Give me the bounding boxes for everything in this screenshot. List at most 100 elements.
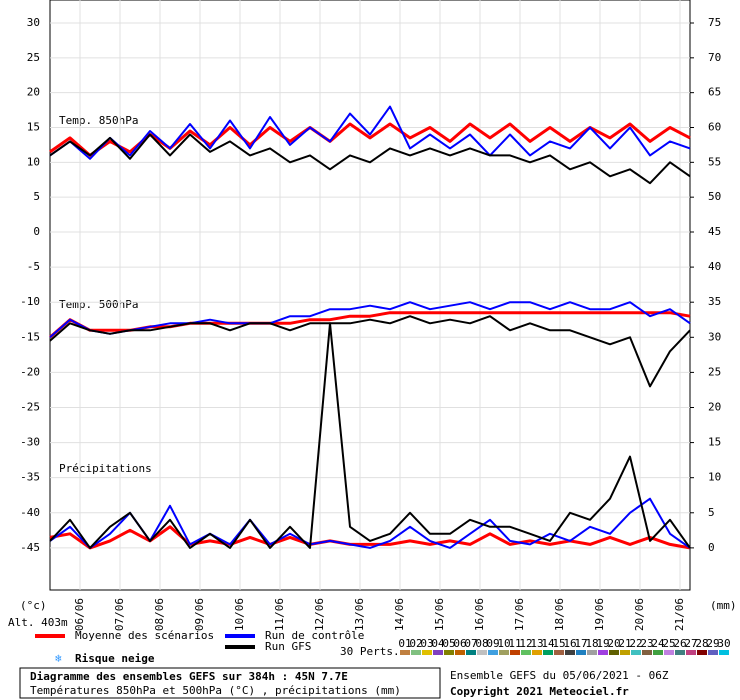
perturbation-id: 02: [409, 637, 422, 650]
plot-frame: [49, 0, 691, 591]
x-tick-label: 14/06: [393, 598, 406, 631]
perturbation-id: 20: [607, 637, 620, 650]
perturbation-swatch: [422, 650, 432, 655]
perturbation-id: 12: [519, 637, 532, 650]
perturbation-swatch: [466, 650, 476, 655]
series-line: [49, 525, 691, 550]
y2-tick-label: 55: [708, 155, 721, 168]
perturbation-swatch: [565, 650, 575, 655]
x-tick-label: 06/06: [73, 598, 86, 631]
y2-tick-label: 0: [708, 541, 715, 554]
perturbation-swatch: [609, 650, 619, 655]
series-line: [49, 301, 691, 339]
y2-tick-label: 75: [708, 16, 721, 29]
perturbation-id: 16: [563, 637, 576, 650]
y2-tick-label: 40: [708, 260, 721, 273]
perturbation-id: 28: [695, 637, 708, 650]
footer-run: Ensemble GEFS du 05/06/2021 - 06Z: [450, 669, 669, 682]
x-tick-label: 11/06: [273, 598, 286, 631]
perturbation-id: 18: [585, 637, 598, 650]
y-tick-label: -20: [20, 365, 40, 378]
perturbation-swatch: [455, 650, 465, 655]
x-tick-label: 18/06: [553, 598, 566, 631]
y2-tick-label: 50: [708, 190, 721, 203]
perturbation-swatch: [400, 650, 410, 655]
perturbation-swatch: [444, 650, 454, 655]
y-tick-label: -40: [20, 506, 40, 519]
perturbation-id: 06: [453, 637, 466, 650]
perturbation-id: 01: [398, 637, 411, 650]
perturbation-id: 22: [629, 637, 642, 650]
perturbation-id: 25: [662, 637, 675, 650]
y2-tick-label: 45: [708, 225, 721, 238]
grid-layer: [50, 0, 690, 590]
perturbation-swatch: [543, 650, 553, 655]
y2-tick-label: 5: [708, 506, 715, 519]
y2-tick-label: 25: [708, 365, 721, 378]
perturbation-swatch: [532, 650, 542, 655]
perturbation-id: 27: [684, 637, 697, 650]
unit-right: (mm): [710, 599, 737, 612]
perturbation-swatch: [510, 650, 520, 655]
perturbation-id: 11: [508, 637, 521, 650]
y-tick-label: 25: [27, 51, 40, 64]
footer-title: Diagramme des ensembles GEFS sur 384h : …: [30, 670, 348, 683]
perturbation-swatch: [620, 650, 630, 655]
y-tick-label: -5: [27, 260, 40, 273]
perturbation-swatch: [664, 650, 674, 655]
perturbation-swatch: [631, 650, 641, 655]
perturbation-label: 30 Perts.: [340, 645, 400, 658]
legend-label: Run de contrôle: [265, 629, 364, 642]
y-tick-label: -30: [20, 436, 40, 449]
perturbation-id: 09: [486, 637, 499, 650]
perturbation-swatch: [642, 650, 652, 655]
series-line: [49, 322, 691, 549]
perturbation-id: 17: [574, 637, 587, 650]
series-line: [49, 122, 691, 157]
x-tick-label: 17/06: [513, 598, 526, 631]
perturbation-id: 21: [618, 637, 631, 650]
panel-label: Précipitations: [59, 462, 152, 475]
snow-icon: ❄: [55, 652, 62, 665]
perturbation-id: 08: [475, 637, 488, 650]
perturbation-swatch: [697, 650, 707, 655]
series-line: [49, 497, 691, 549]
unit-left: (°c): [20, 599, 47, 612]
y-tick-label: 20: [27, 86, 40, 99]
x-tick-label: 21/06: [673, 598, 686, 631]
perturbation-id: 10: [497, 637, 510, 650]
perturbation-id: 05: [442, 637, 455, 650]
y2-tick-label: 35: [708, 295, 721, 308]
perturbation-id: 15: [552, 637, 565, 650]
y2-tick-label: 10: [708, 471, 721, 484]
perturbation-id: 24: [651, 637, 665, 650]
perturbation-swatch: [521, 650, 531, 655]
x-tick-label: 08/06: [153, 598, 166, 631]
y-tick-label: 0: [33, 225, 40, 238]
perturbation-swatch: [433, 650, 443, 655]
y2-tick-label: 60: [708, 120, 721, 133]
perturbation-swatch: [686, 650, 696, 655]
perturbation-swatch: [499, 650, 509, 655]
series-line: [49, 311, 691, 339]
y2-tick-label: 30: [708, 330, 721, 343]
series-line: [49, 105, 691, 160]
footer-subtitle: Températures 850hPa et 500hPa (°C) , pré…: [30, 684, 401, 697]
perturbation-id: 07: [464, 637, 477, 650]
perturbation-swatch: [675, 650, 685, 655]
y-tick-label: -15: [20, 330, 40, 343]
x-tick-label: 19/06: [593, 598, 606, 631]
perturbation-id: 29: [706, 637, 719, 650]
y-tick-label: -10: [20, 295, 40, 308]
y2-tick-label: 65: [708, 86, 721, 99]
perturbation-id: 26: [673, 637, 686, 650]
perturbation-swatch: [488, 650, 498, 655]
x-tick-label: 13/06: [353, 598, 366, 631]
perturbation-swatch: [708, 650, 718, 655]
x-tick-label: 10/06: [233, 598, 246, 631]
series-line: [49, 133, 691, 185]
y-tick-label: 30: [27, 16, 40, 29]
altitude: Alt. 403m: [8, 616, 68, 629]
footer-copyright: Copyright 2021 Meteociel.fr: [450, 685, 629, 698]
